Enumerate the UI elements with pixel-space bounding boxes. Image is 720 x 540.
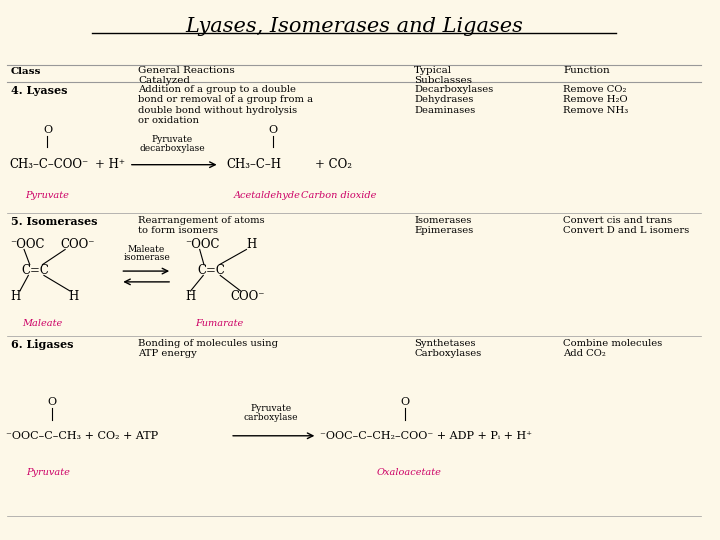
Text: CH₃–C–COO⁻: CH₃–C–COO⁻	[9, 158, 89, 171]
Text: Bonding of molecules using
ATP energy: Bonding of molecules using ATP energy	[138, 339, 278, 358]
Text: Pyruvate: Pyruvate	[251, 404, 292, 413]
Text: H: H	[246, 238, 257, 251]
Text: O: O	[400, 396, 410, 407]
Text: General Reactions
Catalyzed: General Reactions Catalyzed	[138, 66, 235, 85]
Text: Synthetases
Carboxylases: Synthetases Carboxylases	[414, 339, 482, 358]
Text: Maleate: Maleate	[128, 245, 165, 254]
Text: Acetaldehyde: Acetaldehyde	[234, 191, 301, 200]
Text: + CO₂: + CO₂	[315, 158, 352, 171]
Text: Pyruvate: Pyruvate	[151, 135, 193, 144]
Text: ⁻OOC: ⁻OOC	[10, 238, 45, 251]
Text: COO⁻: COO⁻	[60, 238, 95, 251]
Text: H: H	[10, 291, 20, 303]
Text: O: O	[43, 125, 52, 135]
Text: C=C: C=C	[22, 264, 50, 276]
Text: H: H	[186, 291, 196, 303]
Text: O: O	[47, 396, 56, 407]
Text: Lyases, Isomerases and Ligases: Lyases, Isomerases and Ligases	[185, 17, 523, 36]
Text: Fumarate: Fumarate	[195, 319, 243, 328]
Text: ⁻OOC–C–CH₂–COO⁻ + ADP + Pᵢ + H⁺: ⁻OOC–C–CH₂–COO⁻ + ADP + Pᵢ + H⁺	[320, 431, 532, 441]
Text: C=C: C=C	[197, 264, 225, 276]
Text: Maleate: Maleate	[22, 319, 63, 328]
Text: Remove CO₂
Remove H₂O
Remove NH₃: Remove CO₂ Remove H₂O Remove NH₃	[563, 85, 629, 114]
Text: Oxaloacetate: Oxaloacetate	[377, 468, 442, 477]
Text: Rearrangement of atoms
to form isomers: Rearrangement of atoms to form isomers	[138, 216, 265, 235]
Text: carboxylase: carboxylase	[244, 413, 299, 422]
Text: Function: Function	[563, 66, 610, 75]
Text: 6. Ligases: 6. Ligases	[11, 339, 73, 349]
Text: 5. Isomerases: 5. Isomerases	[11, 216, 97, 227]
Text: Pyruvate: Pyruvate	[25, 191, 69, 200]
Text: ⁻OOC: ⁻OOC	[186, 238, 220, 251]
Text: decarboxylase: decarboxylase	[139, 144, 205, 153]
Text: Decarboxylases
Dehydrases
Deaminases: Decarboxylases Dehydrases Deaminases	[414, 85, 493, 114]
Text: Combine molecules
Add CO₂: Combine molecules Add CO₂	[563, 339, 662, 358]
Text: Carbon dioxide: Carbon dioxide	[301, 191, 376, 200]
Text: Isomerases
Epimerases: Isomerases Epimerases	[414, 216, 474, 235]
Text: Addition of a group to a double
bond or removal of a group from a
double bond wi: Addition of a group to a double bond or …	[138, 85, 313, 125]
Text: COO⁻: COO⁻	[231, 291, 266, 303]
Text: H: H	[68, 291, 79, 303]
Text: CH₃–C–H: CH₃–C–H	[227, 158, 282, 171]
Text: isomerase: isomerase	[123, 253, 170, 262]
Text: O: O	[268, 125, 277, 135]
Text: Convert cis and trans
Convert D and L isomers: Convert cis and trans Convert D and L is…	[563, 216, 689, 235]
Text: Typical
Subclasses: Typical Subclasses	[414, 66, 472, 85]
Text: + H⁺: + H⁺	[95, 158, 125, 171]
Text: 4. Lyases: 4. Lyases	[11, 85, 67, 96]
Text: Class: Class	[11, 68, 41, 77]
Text: ⁻OOC–C–CH₃ + CO₂ + ATP: ⁻OOC–C–CH₃ + CO₂ + ATP	[6, 431, 158, 441]
Text: Pyruvate: Pyruvate	[26, 468, 70, 477]
